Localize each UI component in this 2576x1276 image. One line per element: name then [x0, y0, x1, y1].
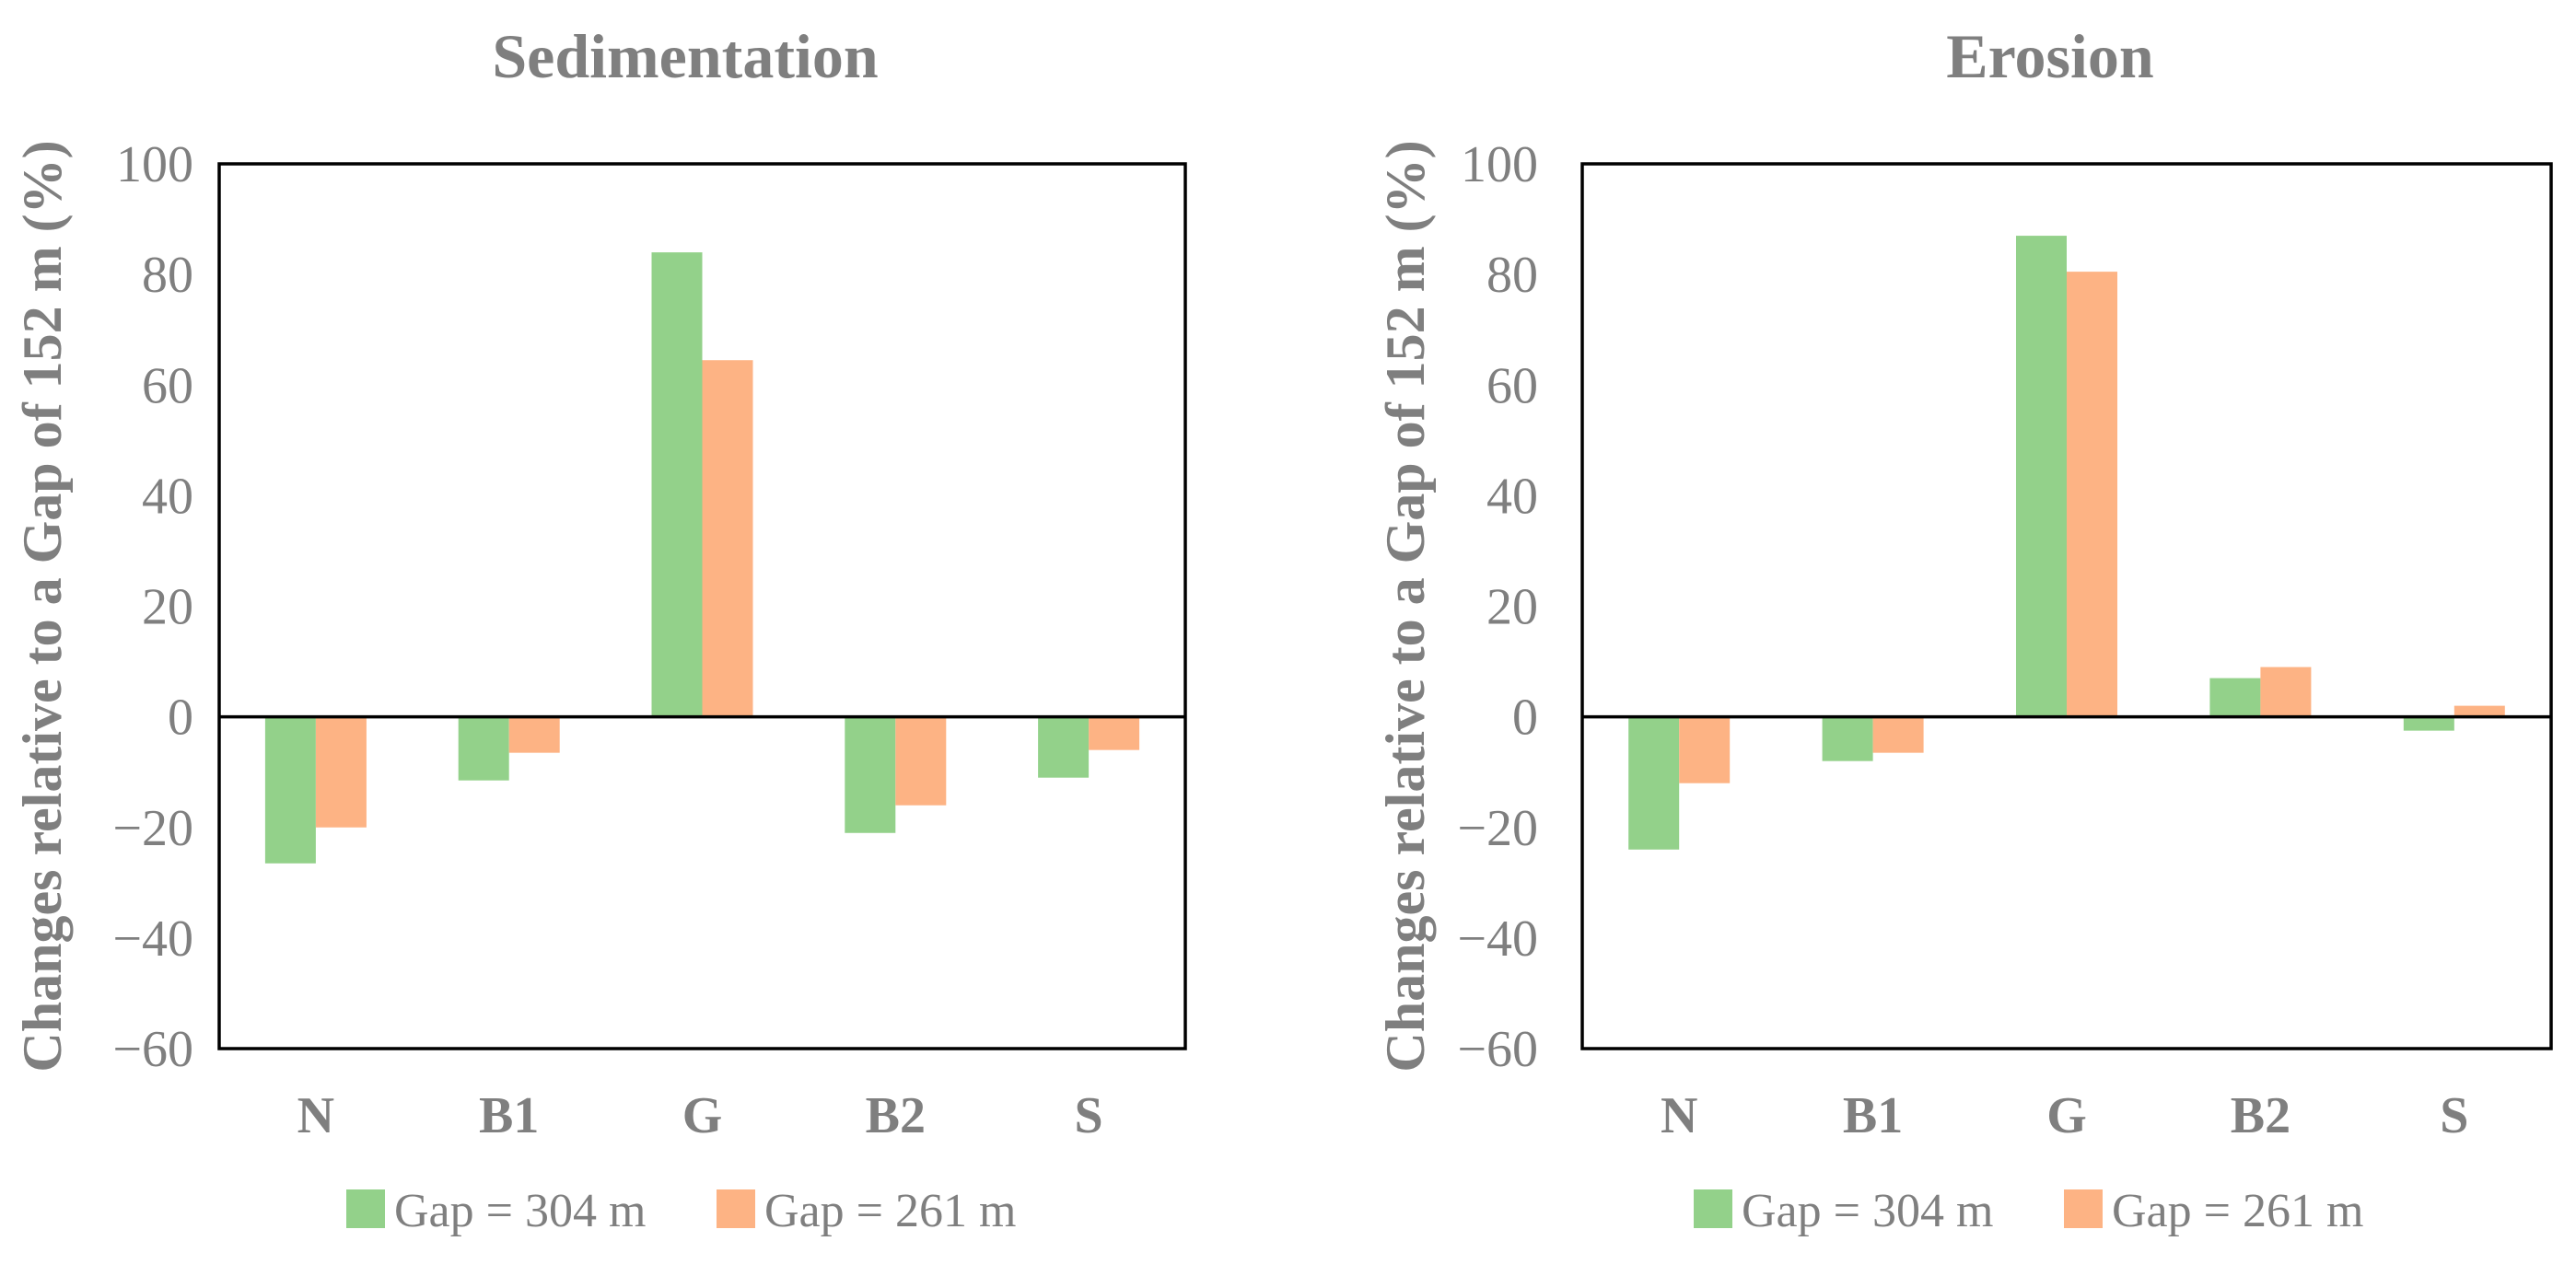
y-tick-label: 100: [1461, 136, 1538, 193]
chart-title: Erosion: [1946, 21, 2153, 91]
y-tick-label: 80: [142, 247, 193, 304]
bar-gap-261-m-n: [1679, 716, 1731, 783]
bar-gap-304-m-b1: [458, 716, 509, 781]
y-tick-label: 20: [142, 579, 193, 636]
legend-swatch-gap-304-m: [1694, 1189, 1732, 1228]
plot-frame: [217, 162, 1187, 1050]
bar-gap-304-m-s: [2403, 716, 2454, 731]
bar-gap-261-m-b2: [895, 716, 947, 806]
y-tick-label: 60: [142, 357, 193, 414]
bar-gap-304-m-b2: [2209, 678, 2261, 717]
y-tick-label: 100: [116, 136, 193, 193]
chart-title: Sedimentation: [492, 21, 878, 91]
y-tick-label: 40: [142, 468, 193, 525]
bar-gap-261-m-b2: [2260, 667, 2312, 717]
bar-gap-304-m-g: [2016, 236, 2067, 717]
y-axis-label: Changes relative to a Gap of 152 m (%): [12, 140, 73, 1072]
bar-gap-261-m-s: [1089, 716, 1140, 750]
y-tick-label: 80: [1486, 247, 1538, 304]
x-tick-label: S: [1075, 1087, 1103, 1144]
y-tick-label: −20: [1457, 800, 1538, 857]
x-tick-label: N: [297, 1087, 334, 1144]
legend-label: Gap = 304 m: [1742, 1185, 1993, 1237]
y-tick-label: 20: [1486, 579, 1538, 636]
y-tick-label: 0: [168, 690, 193, 747]
x-tick-label: B1: [479, 1087, 539, 1144]
legend-label: Gap = 261 m: [764, 1185, 1016, 1237]
y-tick-label: −20: [112, 800, 193, 857]
bar-gap-261-m-n: [315, 716, 367, 828]
bar-gap-261-m-b1: [1872, 716, 1924, 753]
legend-label: Gap = 261 m: [2112, 1185, 2363, 1237]
y-tick-label: −60: [1457, 1021, 1538, 1078]
x-tick-label: N: [1661, 1087, 1697, 1144]
legend-swatch-gap-261-m: [2064, 1189, 2103, 1228]
bar-gap-261-m-s: [2454, 705, 2505, 717]
x-tick-label: G: [682, 1087, 723, 1144]
x-tick-label: B1: [1843, 1087, 1903, 1144]
bar-gap-304-m-n: [264, 716, 316, 864]
y-axis-label: Changes relative to a Gap of 152 m (%): [1375, 140, 1436, 1072]
legend-swatch-gap-261-m: [717, 1189, 755, 1228]
legend-swatch-gap-304-m: [346, 1189, 385, 1228]
y-tick-label: 40: [1486, 468, 1538, 525]
y-tick-label: −40: [1457, 911, 1538, 968]
bar-gap-304-m-s: [1038, 716, 1090, 778]
x-tick-label: S: [2440, 1087, 2468, 1144]
y-tick-label: −60: [112, 1021, 193, 1078]
bar-gap-304-m-b2: [845, 716, 896, 833]
y-tick-label: 60: [1486, 357, 1538, 414]
plot-frame: [1580, 162, 2553, 1050]
x-tick-label: B2: [2231, 1087, 2290, 1144]
y-tick-label: −40: [112, 911, 193, 968]
sedimentation-chart: Sedimentation Changes relative to a Gap o…: [12, 21, 1187, 1237]
x-tick-label: B2: [866, 1087, 926, 1144]
y-tick-label: 0: [1512, 690, 1538, 747]
bar-gap-304-m-n: [1628, 716, 1680, 850]
bar-gap-261-m-g: [702, 360, 753, 717]
bar-gap-261-m-g: [2067, 272, 2117, 717]
legend-label: Gap = 304 m: [394, 1185, 646, 1237]
bar-gap-261-m-b1: [508, 716, 560, 753]
x-tick-label: G: [2046, 1087, 2087, 1144]
erosion-chart: Erosion Changes relative to a Gap of 152 …: [1375, 21, 2553, 1237]
bar-gap-304-m-g: [651, 252, 703, 717]
bar-gap-304-m-b1: [1822, 716, 1873, 761]
